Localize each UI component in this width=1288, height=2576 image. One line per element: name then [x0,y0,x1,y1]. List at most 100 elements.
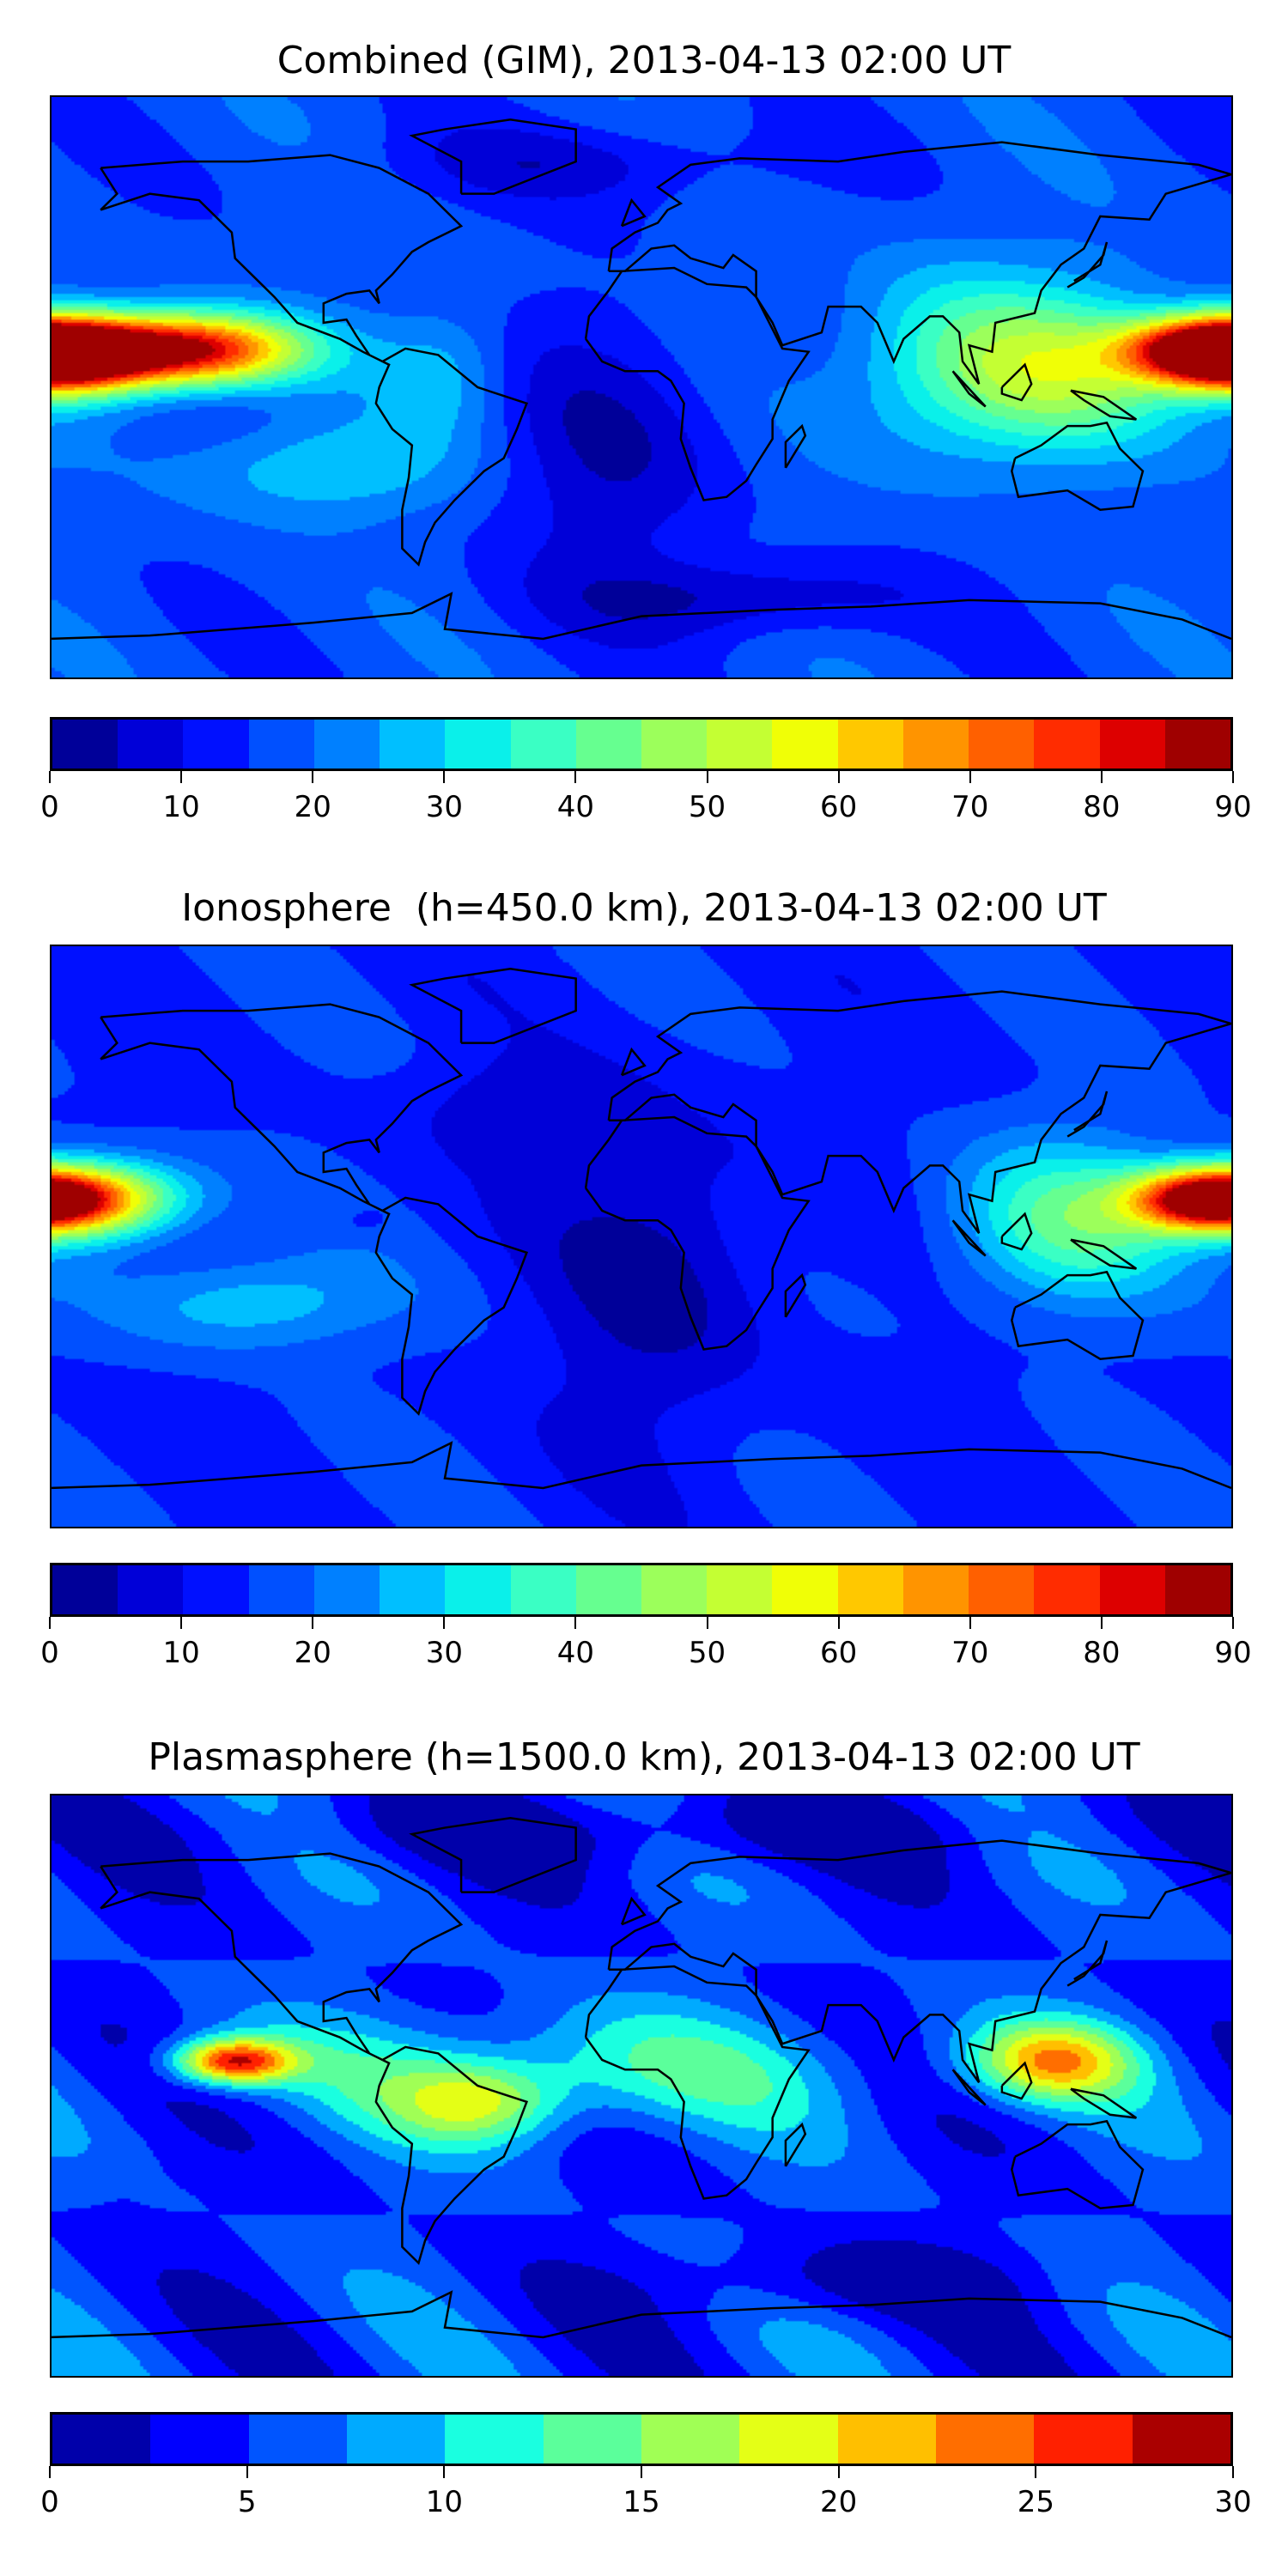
colorbar [50,2412,1233,2466]
coastline [786,426,805,468]
colorbar-tick-label: 5 [237,2485,257,2519]
coastlines [52,946,1231,1527]
coastline [1002,365,1031,400]
colorbar-segment [1099,1565,1165,1614]
colorbar-tick-label: 30 [425,1636,463,1670]
colorbar-segment [575,1565,641,1614]
colorbar-tick-label: 30 [1214,2485,1252,2519]
colorbar-segment [969,720,1035,769]
colorbar-tick [443,1617,446,1629]
coastlines [52,97,1231,677]
coastline [953,371,986,406]
colorbar-ticks: 0 10 20 30 40 50 60 70 80 90 [40,771,1252,840]
colorbar-tick [49,1617,51,1629]
map-plot [50,945,1233,1528]
coastline [1067,242,1107,288]
colorbar-tick [969,1617,971,1629]
colorbar-segment [1164,720,1230,769]
colorbar-tick [574,1617,577,1629]
coastline [376,1198,527,1414]
colorbar-segment [575,720,641,769]
colorbar-segment [1132,2415,1230,2464]
colorbar-segment [118,1565,184,1614]
colorbar-tick-label: 50 [688,790,726,824]
colorbar-tick-label: 25 [1017,2485,1054,2519]
colorbar-tick [641,2466,642,2478]
colorbar-tick [1100,771,1103,783]
coastline [622,1049,645,1075]
coastline [1002,2063,1031,2099]
chart-title: Combined (GIM), 2013-04-13 02:00 UT [276,39,1012,82]
coastline [52,1443,1231,1488]
colorbar-segment [837,720,903,769]
colorbar-segment [837,1565,903,1614]
field-canvas [52,946,1231,1527]
colorbar-tick [443,771,446,783]
coastline [953,2069,986,2105]
coastline [1012,1272,1143,1358]
colorbar-segment [248,1565,314,1614]
colorbar-segment [1034,720,1100,769]
coastline [622,1899,645,1924]
colorbar-tick [180,1617,183,1629]
colorbar [50,1563,1233,1617]
colorbar-tick-label: 0 [40,790,59,824]
colorbar-tick-label: 70 [951,790,989,824]
colorbar-segment [707,720,773,769]
colorbar-segment [641,1565,708,1614]
colorbar-segment [1099,720,1165,769]
field-canvas [52,1795,1231,2376]
colorbar-tick-label: 80 [1083,1636,1121,1670]
coastline [412,1818,576,1892]
colorbar-ticks: 0 10 20 30 40 50 60 70 80 90 [40,1617,1252,1686]
colorbar-segment [313,1565,380,1614]
colorbar-segment [445,720,511,769]
coastline [586,1966,809,2198]
colorbar-tick-label: 20 [820,2485,858,2519]
colorbar-tick-label: 10 [425,2485,463,2519]
colorbar-tick-label: 60 [820,1636,858,1670]
colorbar-tick [837,771,840,783]
colorbar-segment [772,1565,838,1614]
colorbar-tick-label: 70 [951,1636,989,1670]
colorbar-segment [641,2415,740,2464]
colorbar-tick-label: 20 [294,1636,331,1670]
colorbar-tick [246,2466,248,2478]
colorbar-tick [837,1617,840,1629]
coastline [412,119,576,193]
coastline [622,200,645,226]
colorbar-segment [380,1565,446,1614]
chart-title: Plasmasphere (h=1500.0 km), 2013-04-13 0… [148,1735,1140,1779]
colorbar-segment [969,1565,1035,1614]
coastline [586,268,809,500]
colorbar-segment [52,1565,118,1614]
colorbar-tick [49,2466,51,2478]
coastline [52,2292,1231,2337]
coastline [1012,422,1143,509]
colorbar-segment [902,1565,969,1614]
coastline [953,1220,986,1255]
colorbar-tick [49,771,51,783]
colorbar-tick [1232,1617,1234,1629]
colorbar-ticks: 0 5 10 15 20 25 30 [40,2466,1252,2535]
colorbar-segment [380,720,446,769]
colorbar-tick-label: 20 [294,790,331,824]
coastline [609,992,1231,1234]
coastline [412,969,576,1042]
colorbar-tick-label: 30 [425,790,463,824]
colorbar-tick [969,771,971,783]
colorbar-tick [312,1617,314,1629]
colorbar-tick [1100,1617,1103,1629]
colorbar-segment [445,2415,544,2464]
map-plot [50,95,1233,679]
colorbar-segment [118,720,184,769]
colorbar-tick-label: 10 [162,1636,200,1670]
colorbar-tick [443,2466,446,2478]
coastline [376,2047,527,2263]
colorbar-segment [772,720,838,769]
colorbar-segment [510,1565,576,1614]
colorbar-tick [1035,2466,1037,2478]
colorbar-segment [641,720,708,769]
coastline [1071,391,1136,420]
coastline [609,1841,1231,2083]
